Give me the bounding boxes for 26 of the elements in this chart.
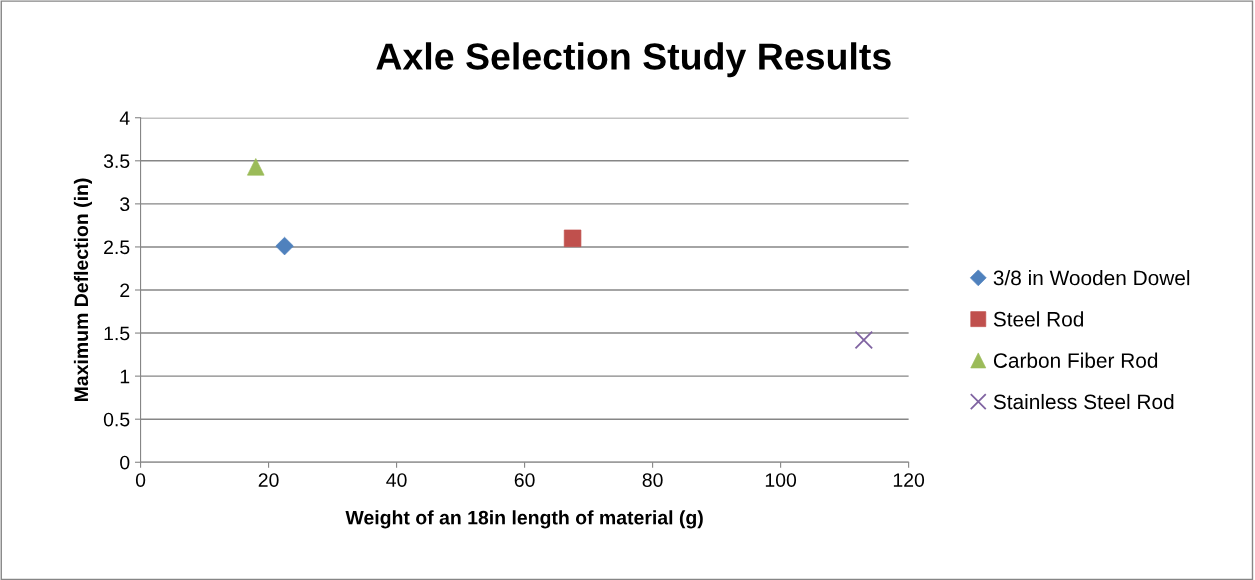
y-axis-title: Maximum Deflection (in) xyxy=(73,178,92,402)
y-tick-label: 2.5 xyxy=(104,240,130,255)
legend-label: Stainless Steel Rod xyxy=(993,393,1174,410)
x-tick-label: 60 xyxy=(514,473,535,487)
x-tick-label: 20 xyxy=(258,473,279,487)
x-tick-label: 120 xyxy=(893,473,925,487)
y-tick-label: 4 xyxy=(119,111,130,125)
x-tick-label: 80 xyxy=(642,473,663,487)
y-tick-label: 3.5 xyxy=(103,154,130,169)
legend-label: Steel Rod xyxy=(993,311,1084,327)
y-tick-label: 1 xyxy=(120,369,130,384)
x-tick-label: 40 xyxy=(386,473,407,487)
point xyxy=(275,236,294,256)
y-tick-label: 0.5 xyxy=(103,412,130,427)
y-tick-label: 3 xyxy=(120,197,130,212)
y-tick-label: 0 xyxy=(120,455,130,470)
x-tick-label: 100 xyxy=(765,473,797,487)
y-tick-label: 2 xyxy=(120,283,130,298)
x-tick-label: 0 xyxy=(135,473,146,487)
chart-title: Axle Selection Study Results xyxy=(376,42,891,78)
point xyxy=(854,330,874,350)
y-tick-label: 1.5 xyxy=(104,326,130,341)
legend-label: Carbon Fiber Rod xyxy=(993,352,1158,368)
point xyxy=(563,229,582,248)
x-axis-title: Weight of an 18in length of material (g) xyxy=(345,510,703,529)
legend-label: 3/8 in Wooden Dowel xyxy=(993,270,1190,286)
